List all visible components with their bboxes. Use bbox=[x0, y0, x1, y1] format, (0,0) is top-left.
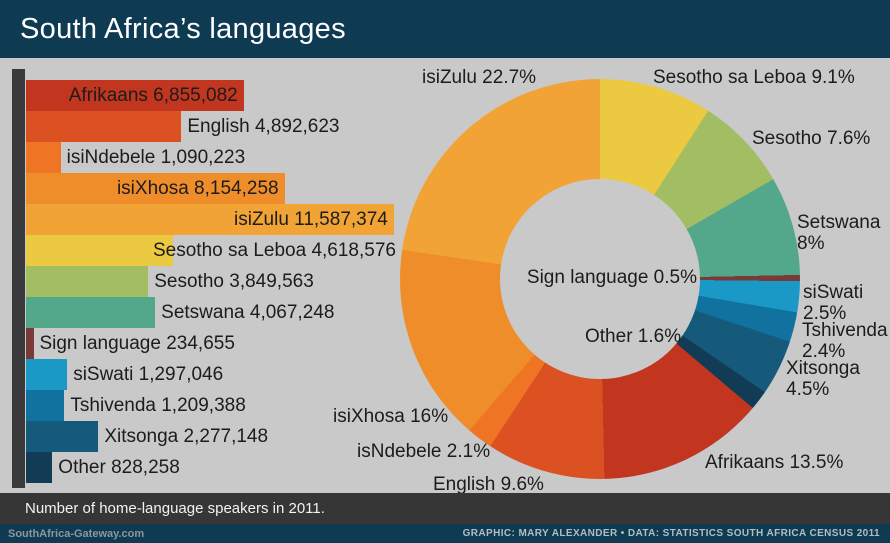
donut-label-sesotho: Sesotho 7.6% bbox=[752, 128, 871, 149]
header: South Africa’s languages bbox=[0, 0, 890, 58]
bar-xitsonga bbox=[26, 421, 99, 452]
site-name: SouthAfrica-Gateway.com bbox=[8, 527, 145, 540]
donut-hole bbox=[500, 179, 700, 379]
bar-label-isizulu: isiZulu 11,587,374 bbox=[234, 209, 388, 230]
donut-label-isndebele: isNdebele 2.1% bbox=[357, 441, 491, 462]
bar-english bbox=[26, 111, 182, 142]
bar-afrikaans bbox=[26, 80, 244, 111]
bar-tshivenda bbox=[26, 390, 65, 421]
bar-label-isixhosa: isiXhosa 8,154,258 bbox=[116, 178, 279, 199]
donut-label-xitsonga: Xitsonga 4.5% bbox=[786, 358, 860, 400]
donut-label-afrikaans: Afrikaans 13.5% bbox=[705, 452, 844, 473]
bar-row-sign-language: Sign language 234,655 bbox=[26, 328, 396, 359]
bar-row-isindebele: isiNdebele 1,090,223 bbox=[26, 142, 396, 173]
bar-isizulu bbox=[26, 204, 394, 235]
bar-isindebele bbox=[26, 142, 61, 173]
bar-row-isixhosa: isiXhosa 8,154,258 bbox=[26, 173, 396, 204]
bar-label-isindebele: isiNdebele 1,090,223 bbox=[66, 147, 246, 168]
bar-sesotho-sa-leboa bbox=[26, 235, 173, 266]
bar-siswati bbox=[26, 359, 68, 390]
bar-sign-language bbox=[26, 328, 34, 359]
donut-label-tshivenda: Tshivenda 2.4% bbox=[802, 320, 888, 362]
donut-label-sign-language: Sign language 0.5% bbox=[526, 267, 697, 288]
bar-row-sesotho-sa-leboa: Sesotho sa Leboa 4,618,576 bbox=[26, 235, 396, 266]
donut-label-sesotho-sa-leboa: Sesotho sa Leboa 9.1% bbox=[653, 67, 855, 88]
bar-chart: Afrikaans 6,855,082 English 4,892,623 isiN… bbox=[26, 80, 396, 483]
bar-label-sesotho-sa-leboa: Sesotho sa Leboa 4,618,576 bbox=[153, 240, 396, 261]
bar-label-english: English 4,892,623 bbox=[187, 116, 340, 137]
bar-label-afrikaans: Afrikaans 6,855,082 bbox=[68, 85, 238, 106]
bar-label-other: Other 828,258 bbox=[58, 457, 180, 478]
bar-label-sesotho: Sesotho 3,849,563 bbox=[154, 271, 314, 292]
bar-other bbox=[26, 452, 53, 483]
bar-label-setswana: Setswana 4,067,248 bbox=[161, 302, 335, 323]
donut-label-isizulu: isiZulu 22.7% bbox=[422, 67, 537, 88]
credit-bar: SouthAfrica-Gateway.com GRAPHIC: MARY AL… bbox=[0, 524, 890, 543]
footnote-bar: Number of home-language speakers in 2011… bbox=[0, 493, 890, 524]
bar-row-isizulu: isiZulu 11,587,374 bbox=[26, 204, 396, 235]
bar-sesotho bbox=[26, 266, 149, 297]
bar-chart-axis bbox=[12, 69, 25, 488]
bar-row-afrikaans: Afrikaans 6,855,082 bbox=[26, 80, 396, 111]
page-title: South Africa’s languages bbox=[20, 12, 346, 45]
bar-row-sesotho: Sesotho 3,849,563 bbox=[26, 266, 396, 297]
donut-label-other: Other 1.6% bbox=[585, 326, 682, 347]
bar-row-other: Other 828,258 bbox=[26, 452, 396, 483]
donut-label-siswati: siSwati 2.5% bbox=[803, 282, 864, 324]
bar-row-setswana: Setswana 4,067,248 bbox=[26, 297, 396, 328]
bar-label-sign-language: Sign language 234,655 bbox=[39, 333, 235, 354]
bar-isixhosa bbox=[26, 173, 285, 204]
bar-label-tshivenda: Tshivenda 1,209,388 bbox=[70, 395, 246, 416]
bar-row-tshivenda: Tshivenda 1,209,388 bbox=[26, 390, 396, 421]
donut-chart bbox=[400, 79, 800, 479]
donut-label-isixhosa: isiXhosa 16% bbox=[333, 406, 449, 427]
bar-setswana bbox=[26, 297, 156, 328]
bar-label-siswati: siSwati 1,297,046 bbox=[73, 364, 224, 385]
bar-row-xitsonga: Xitsonga 2,277,148 bbox=[26, 421, 396, 452]
bar-label-xitsonga: Xitsonga 2,277,148 bbox=[104, 426, 269, 447]
credits: GRAPHIC: MARY ALEXANDER • DATA: STATISTI… bbox=[462, 528, 880, 539]
bar-row-siswati: siSwati 1,297,046 bbox=[26, 359, 396, 390]
donut-label-setswana: Setswana 8% bbox=[797, 212, 881, 254]
bar-row-english: English 4,892,623 bbox=[26, 111, 396, 142]
footnote: Number of home-language speakers in 2011… bbox=[25, 500, 325, 517]
donut-label-english: English 9.6% bbox=[433, 474, 544, 495]
